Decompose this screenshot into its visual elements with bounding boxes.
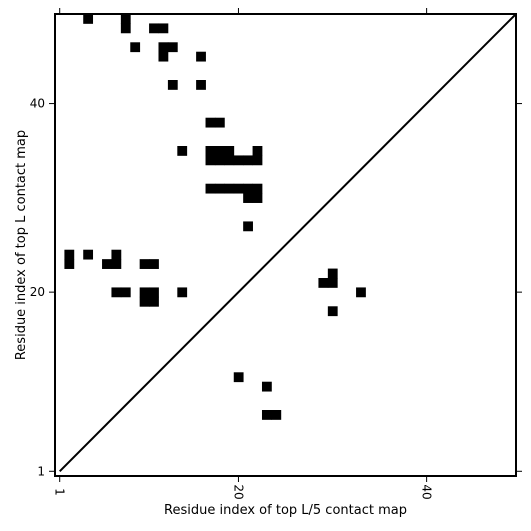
contact-cell [149,259,159,269]
contact-cell [233,183,244,194]
y-axis-label: Residue index of top L contact map [14,130,29,360]
contact-cell [196,51,206,62]
contact-cell [149,23,159,34]
contact-cell [196,80,206,90]
contact-cell [243,221,253,232]
contact-cell [167,42,178,53]
contact-cell [158,42,169,53]
contact-cell [327,278,338,288]
contact-cell [130,42,141,53]
contact-cell [139,296,150,307]
contact-cell [64,249,75,260]
y-tick-label: 1 [37,464,45,478]
contact-cell [252,193,263,203]
contact-cell [224,146,235,156]
x-tick-label: 40 [420,484,434,499]
contact-cell [83,249,94,260]
contact-cell [111,287,122,298]
contact-cell [243,183,253,194]
contact-cell [149,287,159,298]
contact-cell [205,117,216,128]
contact-cell [158,23,169,34]
contact-cell [177,287,188,298]
contact-cell [214,183,225,194]
contact-cell [177,146,188,156]
x-tick-label: 20 [231,484,245,499]
contact-cell [261,410,272,420]
contact-cell [252,183,263,194]
axis-ticks: 1 20 40 1 20 40 [30,8,522,500]
contact-cell [111,259,122,269]
contact-cell [205,146,216,156]
diagonal-line [58,13,517,472]
contact-cell [102,259,112,269]
contact-cell [233,372,244,383]
contact-cell [261,381,272,392]
contact-cell [120,23,131,34]
contact-cell [243,155,253,166]
contact-cells [64,14,366,420]
contact-cell [205,183,216,194]
contact-cell [214,146,225,156]
contact-cell [224,183,235,194]
contact-cell [243,193,253,203]
contact-cell [327,306,338,317]
contact-cell [158,51,169,62]
contact-cell [120,287,131,298]
contact-cell [271,410,282,420]
contact-cell [111,249,122,260]
y-tick-label: 20 [30,285,45,299]
contact-cell [167,80,178,90]
contact-cell [224,155,235,166]
contact-cell [205,155,216,166]
contact-cell [120,14,131,24]
contact-cell [214,117,225,128]
contact-cell [356,287,366,298]
contact-cell [149,296,159,307]
contact-cell [139,287,150,298]
contact-cell [64,259,75,269]
contact-cell [252,146,263,156]
x-tick-label: 1 [53,488,67,496]
contact-cell [252,155,263,166]
contact-cell [327,268,338,279]
contact-cell [214,155,225,166]
x-axis-label: Residue index of top L/5 contact map [164,503,407,518]
contact-cell [139,259,150,269]
y-tick-label: 40 [30,97,45,111]
plot-frame [54,13,517,477]
contact-cell [83,14,94,24]
contact-cell [318,278,329,288]
contact-cell [233,155,244,166]
